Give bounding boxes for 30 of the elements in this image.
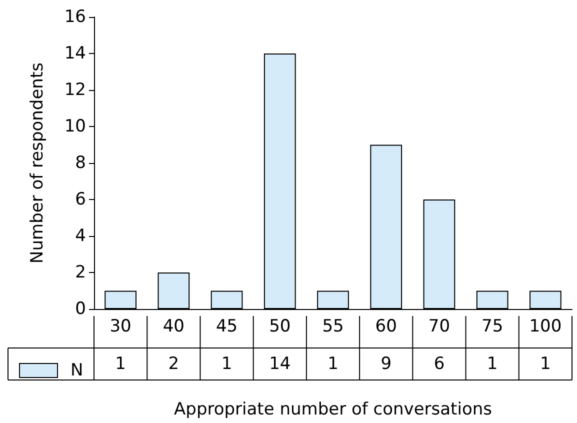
y-tick-label: 12 xyxy=(64,80,86,100)
y-tick-label: 2 xyxy=(75,262,86,282)
x-tick-label: 100 xyxy=(529,316,562,336)
data-label: 1 xyxy=(115,354,126,374)
y-tick-label: 4 xyxy=(75,226,86,246)
y-tick-label: 6 xyxy=(75,190,86,210)
y-tick-label: 10 xyxy=(64,116,86,136)
y-tick-label: 0 xyxy=(75,299,86,319)
data-label: 1 xyxy=(486,354,498,374)
data-label: 2 xyxy=(168,354,180,374)
x-tick-label: 55 xyxy=(322,316,344,336)
data-label: 1 xyxy=(328,354,338,374)
data-label: 1 xyxy=(221,354,232,374)
y-tick-label: 16 xyxy=(64,7,86,27)
x-tick-label: 50 xyxy=(269,316,291,336)
data-label: 1 xyxy=(540,354,551,374)
x-axis-title: Appropriate number of conversations xyxy=(174,400,492,420)
y-tick-label: 14 xyxy=(64,44,86,64)
x-tick-label: 40 xyxy=(162,316,184,336)
x-tick-label: 70 xyxy=(428,316,450,336)
legend-label: N xyxy=(70,360,84,380)
data-label: 6 xyxy=(434,354,445,374)
x-tick-label: 45 xyxy=(216,316,238,336)
y-axis-title: Number of respondents xyxy=(28,62,48,264)
data-label: 9 xyxy=(380,354,392,374)
x-tick-label: 30 xyxy=(110,316,132,336)
x-tick-label: 75 xyxy=(482,316,504,336)
x-tick-label: 60 xyxy=(375,316,397,336)
y-tick-label: 8 xyxy=(75,153,86,173)
data-label: 14 xyxy=(269,354,291,374)
